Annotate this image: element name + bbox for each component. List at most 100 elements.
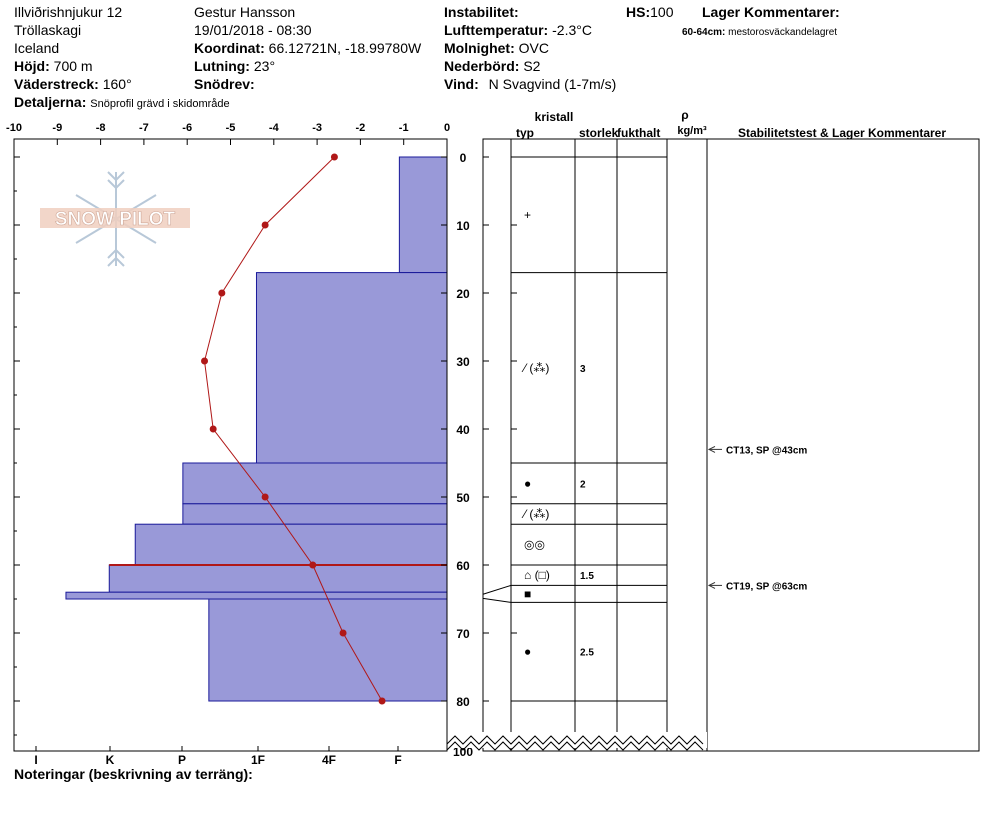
crystal-type-symbol: ■ [524,587,531,601]
layer-comment-row: 60-64cm: mestorosväckandelagret [682,24,837,41]
temperature-tick-label: 0 [444,122,450,134]
precip-row: Nederbörd: S2 [444,58,540,75]
sky-value: OVC [518,40,549,56]
temperature-tick-label: -6 [182,122,192,134]
hardness-tick-label: K [106,753,115,767]
hardness-bar [65,591,448,600]
location-name: Illviðrishnjukur 12 [14,4,123,20]
crystal-size-label: 2.5 [580,648,594,659]
hs-value: 100 [650,4,674,20]
temperature-point [339,629,347,637]
crystal-type-symbol: ⁄ (⁂) [521,507,549,521]
temperature-tick-label: -2 [356,122,366,134]
wind-value: N Svagvind (1-7m/s) [488,76,617,92]
drift-label: Snödrev: [194,76,255,92]
layer-comment-range: 60-64cm: [682,27,726,38]
snowpilot-logo: SNOW PILOT [38,170,198,270]
temperature-point [218,289,226,297]
stability-arrow-head [707,581,716,589]
crystal-type-symbol: ◎◎ [524,538,545,552]
crystal-size-label: 1.5 [580,571,594,582]
layer-comments-label: Lager Kommentarer: [702,4,840,20]
hardness-tick-label: F [394,753,401,767]
crystal-type-symbol: ⁄ (⁂) [521,361,549,375]
aspect-row: Väderstreck: 160° [14,76,132,93]
hs-label: HS: [626,4,651,20]
wind-label: Vind: [444,76,479,92]
sky-label: Molnighet: [444,40,515,56]
coordinate-label: Koordinat: [194,40,265,56]
stability-test-label: CT19, SP @63cm [726,581,807,592]
stability-test-label: CT13, SP @43cm [726,445,807,456]
layer-table-frame [482,138,980,752]
depth-tick-label: 10 [456,219,470,233]
layer-connector [482,584,512,595]
hardness-tick-label: 4F [322,753,336,767]
temperature-point [209,425,217,433]
precip-label: Nederbörd: [444,58,520,74]
wind-row: Vind: N Svagvind (1-7m/s) [444,76,616,93]
slope-row: Lutning: 23° [194,58,275,75]
footer-notes-label: Noteringar (beskrivning av terräng): [14,766,253,782]
layer-comment-text: mestorosväckandelagret [728,27,838,38]
crystal-type-symbol: ⌂ (□) [524,568,550,582]
snowpilot-logo-text: SNOW PILOT [55,209,176,230]
crystal-type-symbol: ● [524,476,531,490]
column-header-moisture: fukthalt [617,126,660,140]
temperature-point [261,221,269,229]
air-temp-value: -2.3°C [552,22,592,38]
depth-tick-label: 80 [456,695,470,709]
depth-tick-label: 40 [456,423,470,437]
coordinate-value: 66.12721N, -18.99780W [268,40,422,56]
layer-connector [482,597,512,603]
column-header-density: kg/m³ [677,125,707,137]
temperature-tick-label: -5 [226,122,236,134]
crystal-size-label: 3 [580,364,586,375]
temperature-point [261,493,269,501]
depth-tick-label: 30 [456,355,470,369]
instability-label: Instabilitet: [444,4,519,20]
hs-row: HS:100 [626,4,673,21]
column-header-type: typ [516,126,534,140]
hardness-tick-label: I [34,753,37,767]
observer-name: Gestur Hansson [194,4,296,20]
hardness-bar [255,272,448,464]
temperature-tick-label: -3 [312,122,322,134]
temperature-tick-label: -9 [52,122,62,134]
temperature-point [378,697,386,705]
elevation-value: 700 m [53,58,93,74]
temperature-point [309,561,317,569]
precip-value: S2 [523,58,541,74]
stability-arrow-head [707,445,716,453]
temperature-point [201,357,209,365]
column-header-rho: ρ [681,108,688,122]
slope-label: Lutning: [194,58,250,74]
hardness-bar [134,523,448,566]
hardness-bar [182,503,448,525]
air-temp-label: Lufttemperatur: [444,22,549,38]
details-value: Snöprofil grävd i skidområde [90,98,230,110]
coordinate-row: Koordinat: 66.12721N, -18.99780W [194,40,421,57]
hardness-bar [182,462,448,505]
hardness-bar [208,598,448,702]
instability-row: Instabilitet: [444,4,519,21]
depth-tick-label: 70 [456,627,470,641]
depth-tick-label: 50 [456,491,470,505]
aspect-value: 160° [102,76,132,92]
snowflake-icon: SNOW PILOT [40,171,190,267]
depth-tick-label: 60 [456,559,470,573]
temperature-tick-label: -7 [139,122,149,134]
sky-row: Molnighet: OVC [444,40,549,57]
hardness-bar [108,564,448,593]
aspect-label: Väderstreck: [14,76,99,92]
slope-value: 23° [253,58,276,74]
crystal-size-label: 2 [580,479,586,490]
column-header-crystal: kristall [535,110,574,124]
temperature-tick-label: -8 [96,122,106,134]
depth-break-zigzag [446,735,704,745]
temperature-tick-label: -1 [399,122,409,134]
column-header-size: storlek [579,126,619,140]
crystal-type-symbol: + [524,208,531,222]
country-name: Iceland [14,40,60,56]
